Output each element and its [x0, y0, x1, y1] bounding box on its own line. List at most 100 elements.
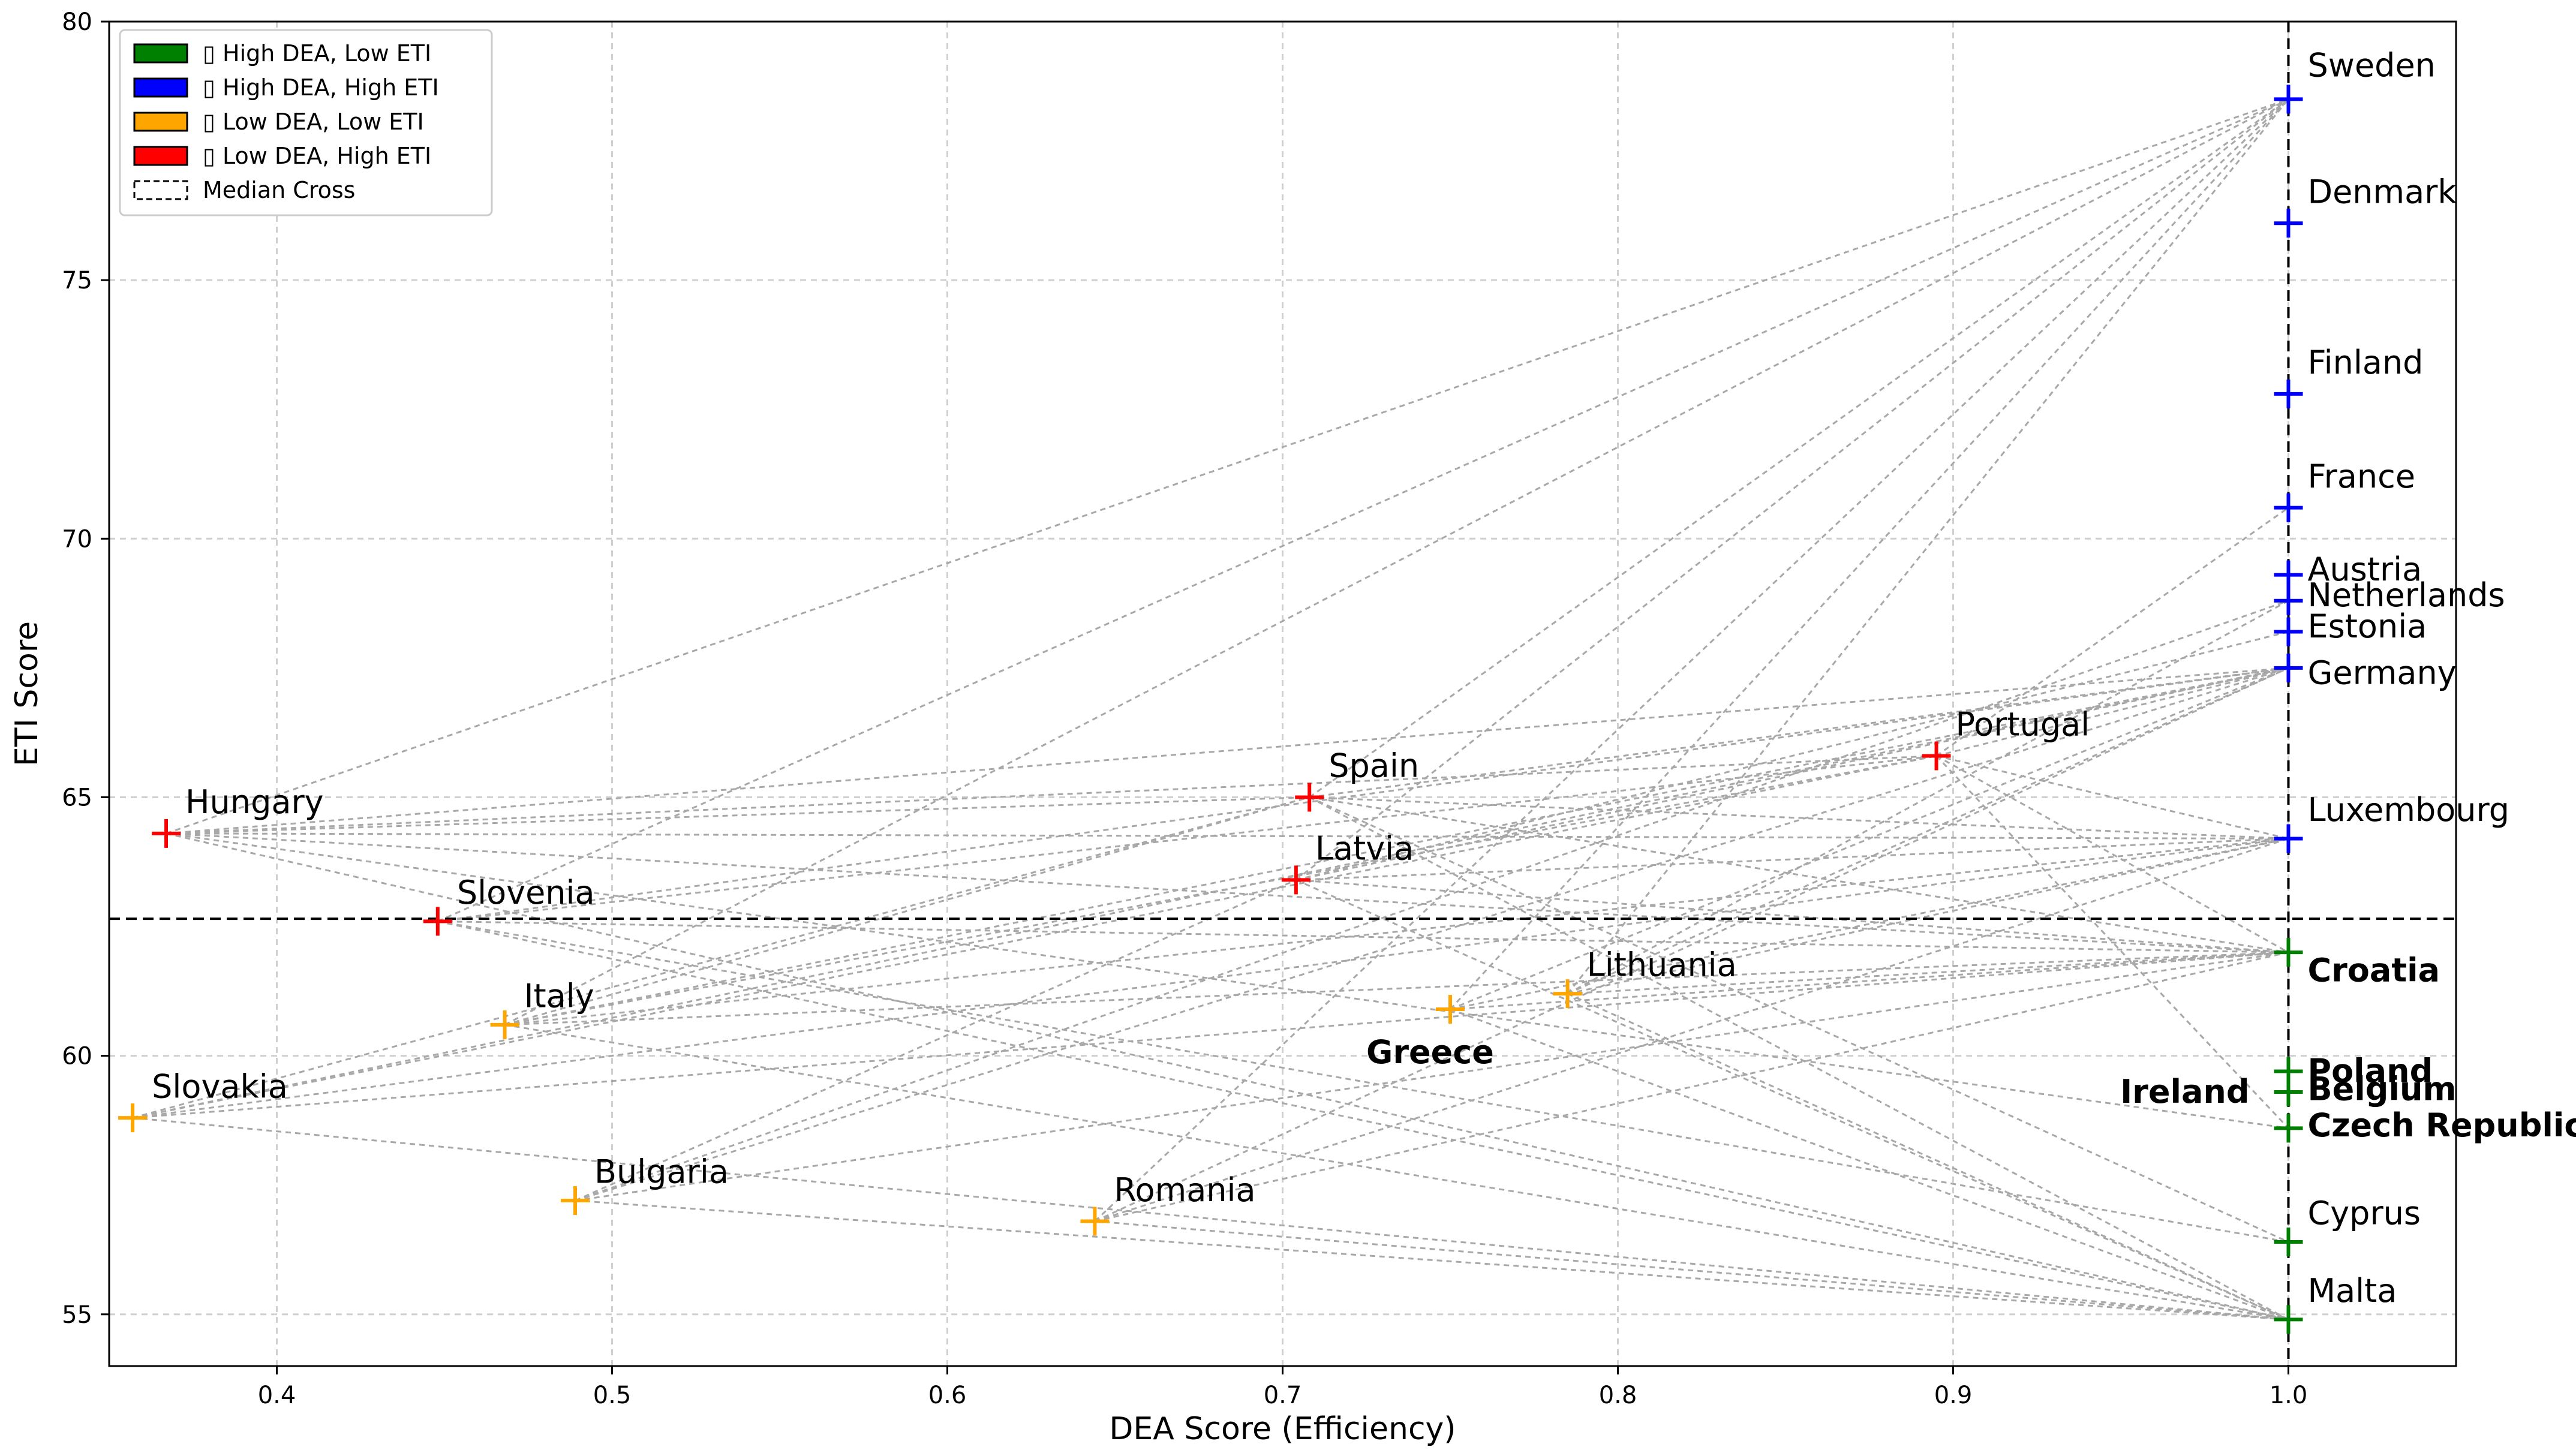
x-tick-label: 0.9: [1934, 1382, 1973, 1409]
legend-swatch: [134, 181, 187, 199]
connection-line: [133, 797, 1309, 1118]
label-croatia: Croatia: [2308, 951, 2440, 989]
point-labels: SwedenDenmarkFinlandFranceAustriaNetherl…: [152, 46, 2576, 1310]
point-belgium: [2274, 1078, 2303, 1106]
x-tick-label: 0.6: [928, 1382, 967, 1409]
label-sweden: Sweden: [2308, 46, 2436, 84]
point-bulgaria: [561, 1186, 590, 1215]
label-italy: Italy: [524, 977, 594, 1015]
x-tick-label: 0.4: [258, 1382, 296, 1409]
connection-line: [1309, 797, 2288, 1242]
point-luxembourg: [2274, 824, 2303, 853]
label-malta: Malta: [2308, 1272, 2397, 1310]
connection-line: [1309, 668, 2288, 798]
legend-label: Median Cross: [203, 177, 355, 203]
y-tick-label: 80: [62, 8, 92, 36]
label-latvia: Latvia: [1315, 830, 1414, 868]
legend-label: ▯ Low DEA, Low ETI: [203, 109, 424, 135]
x-tick-label: 0.8: [1599, 1382, 1637, 1409]
point-denmark: [2274, 209, 2303, 237]
point-slovenia: [423, 907, 452, 935]
label-czech-republic: Czech Republic: [2308, 1106, 2576, 1144]
connection-line: [1095, 1222, 2288, 1320]
x-tick-label: 0.5: [593, 1382, 632, 1409]
connection-line: [1309, 99, 2288, 797]
point-czech-republic: [2274, 1114, 2303, 1142]
label-belgium: Belgium: [2308, 1070, 2457, 1108]
connection-line: [438, 921, 2289, 1319]
legend-swatch: [134, 79, 187, 97]
label-hungary: Hungary: [185, 783, 324, 821]
label-spain: Spain: [1328, 747, 1419, 785]
label-estonia: Estonia: [2308, 607, 2427, 645]
label-slovenia: Slovenia: [457, 874, 595, 911]
connection-line: [166, 834, 2288, 839]
legend-label: ▯ High DEA, High ETI: [203, 74, 439, 101]
label-finland: Finland: [2308, 344, 2424, 381]
connection-line: [1296, 880, 2289, 952]
legend-label: ▯ Low DEA, High ETI: [203, 143, 431, 169]
legend-label: ▯ High DEA, Low ETI: [203, 40, 431, 67]
point-malta: [2274, 1305, 2303, 1334]
point-austria: [2274, 561, 2303, 589]
legend-swatch: [134, 113, 187, 131]
label-greece: Greece: [1366, 1033, 1494, 1071]
point-netherlands: [2274, 586, 2303, 615]
connection-line: [1296, 99, 2289, 880]
point-slovakia: [118, 1103, 147, 1132]
label-cyprus: Cyprus: [2308, 1195, 2421, 1232]
point-spain: [1295, 783, 1324, 811]
point-latvia: [1282, 865, 1310, 894]
connection-line: [1095, 99, 2288, 1221]
label-luxembourg: Luxembourg: [2308, 791, 2510, 829]
point-hungary: [152, 819, 181, 848]
connection-line: [575, 601, 2288, 1201]
label-denmark: Denmark: [2308, 173, 2457, 211]
y-tick-label: 65: [62, 784, 92, 811]
y-tick-label: 60: [62, 1043, 92, 1070]
y-tick-label: 75: [62, 267, 92, 294]
x-axis-label: DEA Score (Efficiency): [1109, 1411, 1456, 1447]
legend: ▯ High DEA, Low ETI ▯ High DEA, High ETI ▯…: [120, 30, 492, 215]
label-lithuania: Lithuania: [1587, 946, 1737, 984]
label-slovakia: Slovakia: [152, 1067, 288, 1105]
point-croatia: [2274, 938, 2303, 967]
y-tick-label: 55: [62, 1301, 92, 1329]
connection-line: [133, 1118, 2288, 1319]
label-bulgaria: Bulgaria: [594, 1153, 729, 1191]
x-tick-label: 0.7: [1264, 1382, 1302, 1409]
connection-line: [133, 756, 1936, 1118]
label-ireland: Ireland: [2120, 1073, 2249, 1111]
point-estonia: [2274, 618, 2303, 646]
point-france: [2274, 494, 2303, 522]
label-romania: Romania: [1114, 1171, 1255, 1209]
connection-line: [1937, 756, 2289, 952]
connection-line: [1296, 632, 2289, 880]
connection-line: [1450, 99, 2289, 1009]
point-germany: [2274, 654, 2303, 682]
connection-line: [166, 797, 1309, 833]
x-tick-label: 1.0: [2270, 1382, 2308, 1409]
connection-line: [166, 756, 1937, 833]
label-germany: Germany: [2308, 654, 2457, 692]
connection-line: [166, 668, 2288, 834]
legend-swatch: [134, 147, 187, 165]
point-cyprus: [2274, 1228, 2303, 1256]
point-italy: [491, 1010, 519, 1039]
label-france: France: [2308, 458, 2416, 495]
y-axis-label: ETI Score: [9, 621, 45, 766]
connection-line: [505, 797, 1310, 1024]
connection-line: [1309, 797, 2288, 838]
y-tick-label: 70: [62, 525, 92, 553]
point-finland: [2274, 380, 2303, 408]
connection-line: [575, 952, 2288, 1201]
label-portugal: Portugal: [1956, 706, 2090, 744]
connection-line: [1568, 99, 2289, 994]
connection-line: [1095, 668, 2288, 1222]
connection-line: [1568, 994, 2289, 1319]
connection-line: [505, 99, 2289, 1025]
connection-line: [575, 668, 2288, 1201]
legend-swatch: [134, 44, 187, 62]
